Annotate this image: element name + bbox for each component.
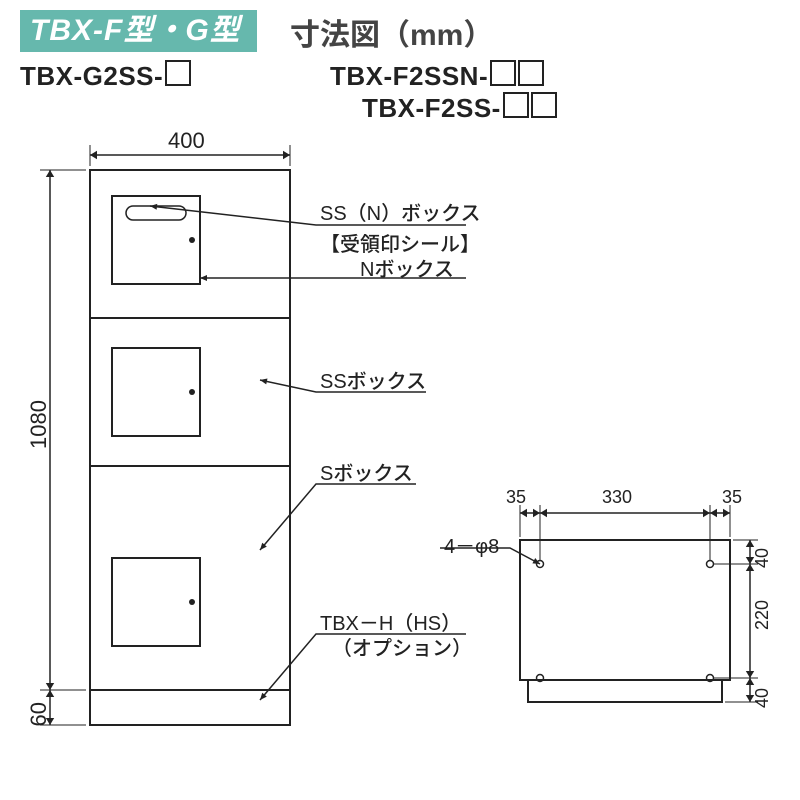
technical-drawing (0, 0, 800, 800)
